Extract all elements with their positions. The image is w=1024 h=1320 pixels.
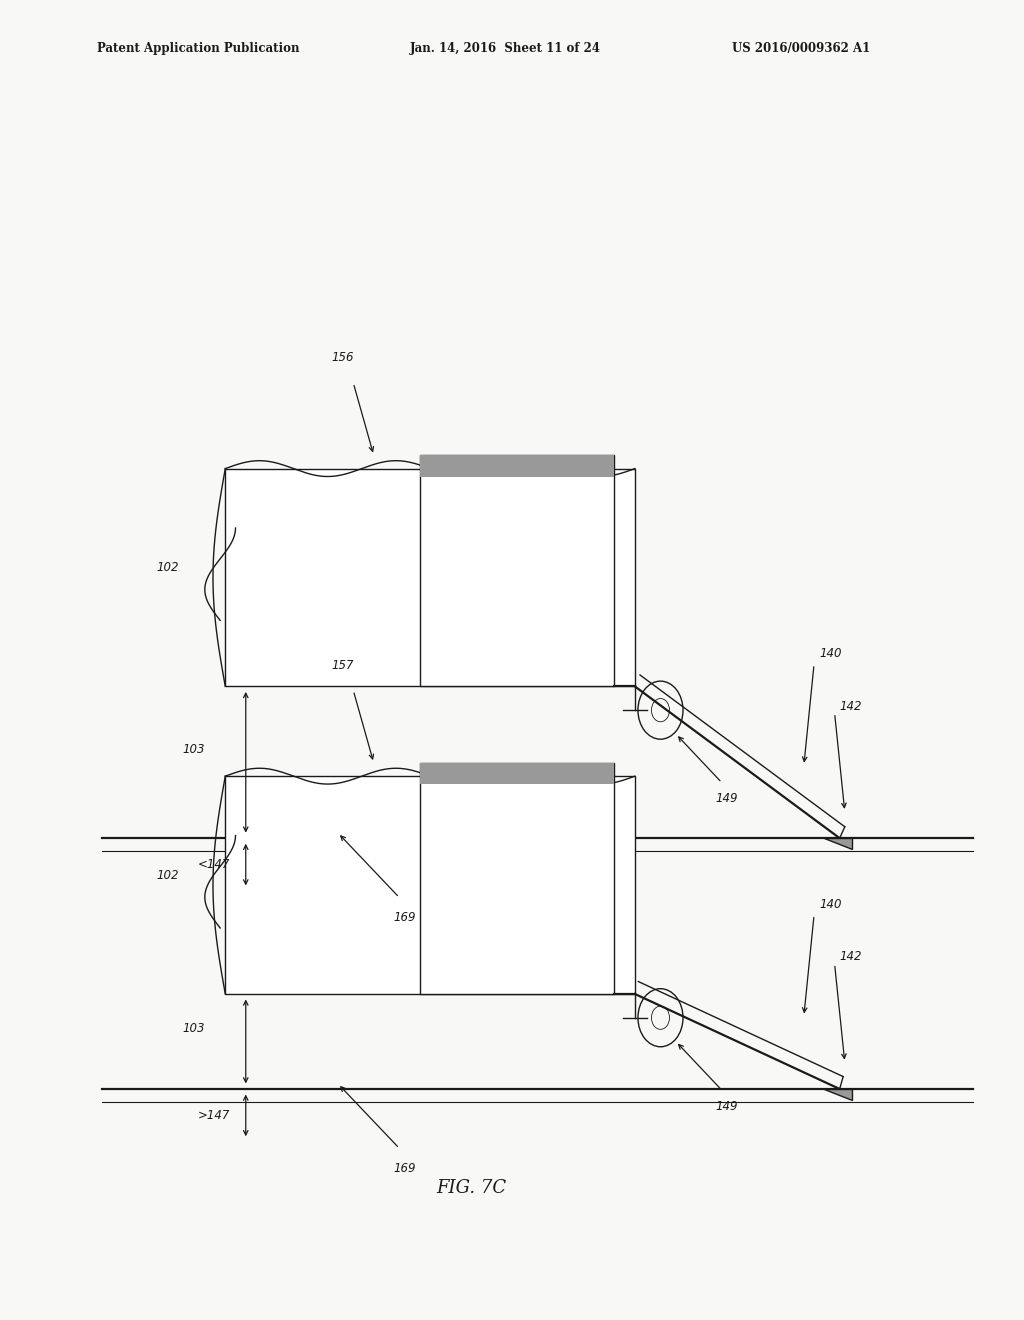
Text: 149: 149	[716, 1100, 738, 1113]
Text: 142: 142	[840, 950, 862, 964]
Text: 140: 140	[819, 898, 842, 911]
Text: <147: <147	[198, 858, 230, 871]
Text: 102: 102	[157, 869, 179, 882]
Text: >147: >147	[198, 1109, 230, 1122]
Bar	[420, 455, 614, 686]
Text: US 2016/0009362 A1: US 2016/0009362 A1	[732, 42, 870, 55]
Text: 102: 102	[157, 561, 179, 574]
Text: 169: 169	[393, 1162, 416, 1175]
Text: 169: 169	[393, 911, 416, 924]
Text: Jan. 14, 2016  Sheet 11 of 24: Jan. 14, 2016 Sheet 11 of 24	[410, 42, 601, 55]
Text: 156: 156	[332, 351, 354, 364]
Text: 142: 142	[840, 700, 862, 713]
Text: Patent Application Publication: Patent Application Publication	[97, 42, 300, 55]
Text: 140: 140	[819, 647, 842, 660]
Polygon shape	[824, 838, 852, 849]
Text: 157: 157	[332, 659, 354, 672]
Text: 103: 103	[182, 1022, 205, 1035]
Bar	[420, 763, 614, 784]
Bar	[420, 763, 614, 994]
Bar	[420, 455, 614, 477]
Text: FIG. 7C: FIG. 7C	[436, 1179, 506, 1197]
Polygon shape	[824, 1089, 852, 1100]
Bar	[225, 469, 635, 686]
Text: FIG. 7B: FIG. 7B	[436, 928, 506, 946]
Bar	[225, 776, 635, 994]
Text: 149: 149	[716, 792, 738, 805]
Text: 103: 103	[182, 743, 205, 755]
